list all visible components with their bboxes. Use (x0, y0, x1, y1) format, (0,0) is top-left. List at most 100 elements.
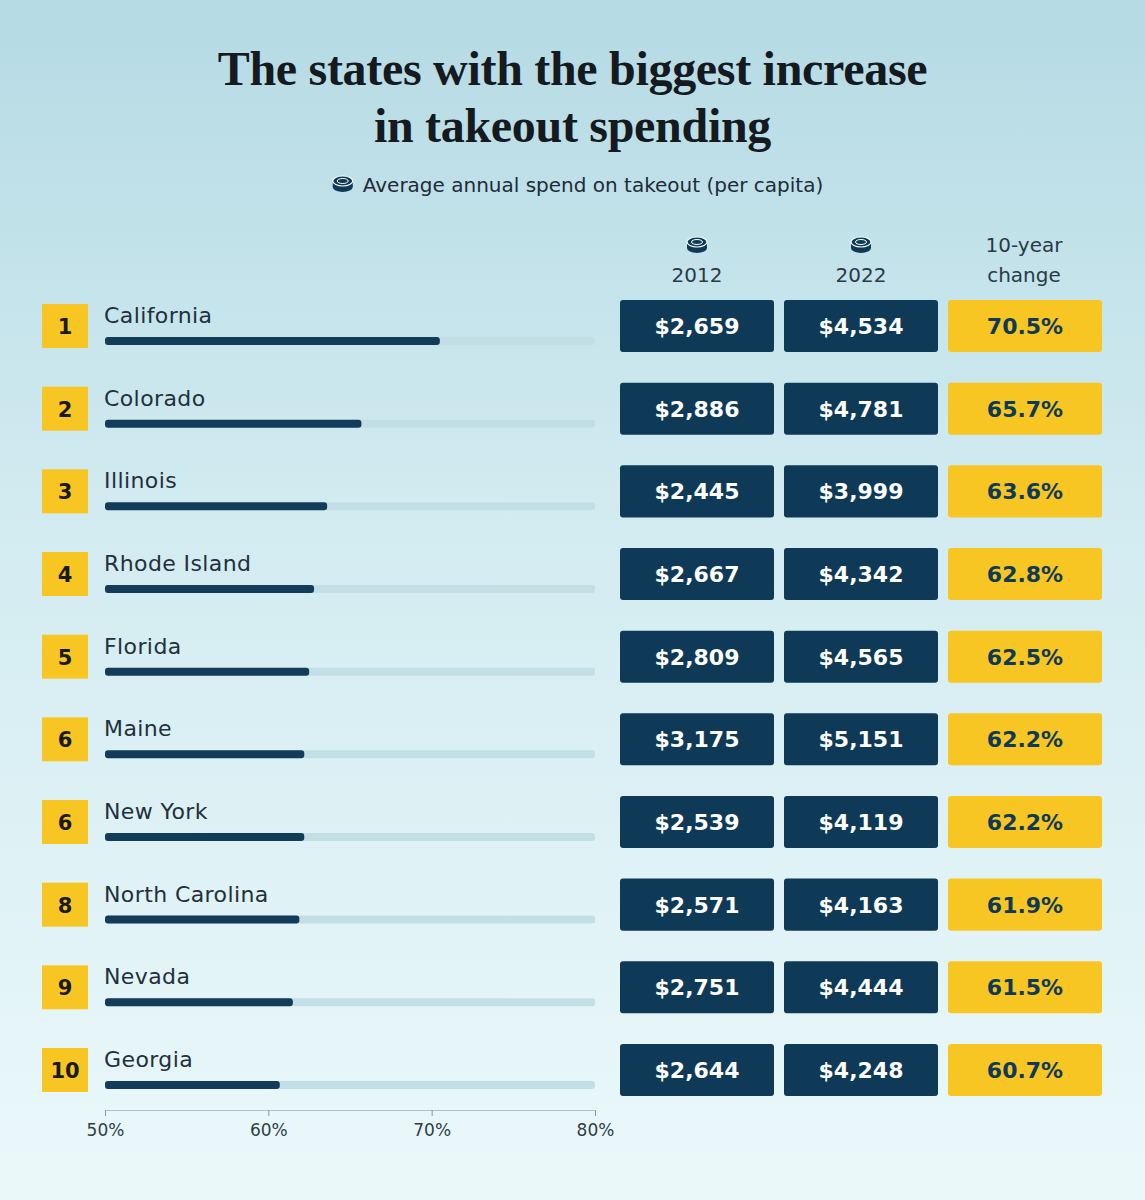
data-label: 70.5% (987, 314, 1063, 339)
column-header: 2012 (672, 263, 723, 287)
bar-track (105, 337, 595, 345)
rank-label: 2 (58, 398, 73, 422)
cell-text: $4,248 (819, 1058, 904, 1083)
bar (105, 420, 361, 428)
tick-label: 80% (577, 1120, 615, 1140)
tick: 60% (250, 1110, 288, 1140)
coin-part (333, 176, 353, 186)
change-cell (948, 713, 1102, 765)
cell-text: $2,667 (655, 562, 740, 587)
cell-text: $5,151 (819, 727, 904, 752)
rank-label: 4 (58, 563, 73, 587)
bar (105, 585, 314, 593)
page: The states with the biggest increase in … (0, 0, 1145, 1200)
cell-text: $4,781 (819, 397, 904, 422)
column-header: 2022 (836, 263, 887, 287)
data-label: 62.2% (987, 810, 1063, 835)
coin-part (337, 179, 348, 184)
rank-box (42, 800, 88, 844)
rank-label: 10 (50, 1059, 79, 1083)
rank-box (42, 469, 88, 513)
cell-text: $4,444 (819, 975, 904, 1000)
bar-track (105, 668, 595, 676)
coin-part (856, 240, 867, 245)
data-label: 61.9% (987, 893, 1063, 918)
data-label: 65.7% (987, 397, 1063, 422)
tick: 50% (87, 1110, 125, 1140)
rank-label: 5 (58, 646, 73, 670)
rank-box (42, 387, 88, 431)
tick-label: 60% (250, 1120, 288, 1140)
bar-track (105, 998, 595, 1006)
bar (105, 750, 304, 758)
tick-mark (105, 1110, 106, 1116)
bar (105, 337, 440, 345)
tick: 80% (577, 1110, 615, 1140)
rank-box (42, 965, 88, 1009)
tick-mark (268, 1110, 269, 1116)
cell (620, 465, 774, 517)
cell-text: $4,163 (819, 893, 904, 918)
cell-text: $2,659 (655, 314, 740, 339)
cell (620, 300, 774, 352)
coin-icon (687, 237, 707, 253)
rank-label: 8 (58, 894, 73, 918)
cell (784, 465, 938, 517)
cell-text: $3,175 (655, 727, 740, 752)
cell (784, 1044, 938, 1096)
ranks: 12345668910 (42, 304, 88, 1092)
change-cell (948, 961, 1102, 1013)
bar-track (105, 750, 595, 758)
x-axis: 50% 60% 70% 80% (87, 1110, 615, 1140)
category-label: New York (104, 799, 208, 824)
change-cell (948, 548, 1102, 600)
cell-text: $2,886 (655, 397, 740, 422)
change-cell (948, 300, 1102, 352)
bar (105, 998, 293, 1006)
coin-part (851, 237, 871, 247)
tick-label: 50% (87, 1120, 125, 1140)
category-label: Illinois (104, 468, 177, 493)
tick-label: 70% (413, 1120, 451, 1140)
bar (105, 668, 309, 676)
chart: Average annual spend on takeout (per cap… (0, 0, 1145, 1200)
rank-label: 9 (58, 976, 73, 1000)
cell (784, 713, 938, 765)
cell (784, 631, 938, 683)
cell (620, 879, 774, 931)
bar-track (105, 502, 595, 510)
subtitle-group: Average annual spend on takeout (per cap… (333, 173, 824, 197)
coin-part (687, 237, 707, 247)
change-cell (948, 879, 1102, 931)
cell (784, 300, 938, 352)
cell (620, 548, 774, 600)
cell-text: $4,342 (819, 562, 904, 587)
rank-label: 6 (58, 728, 73, 752)
cell-text: $4,119 (819, 810, 904, 835)
cell-text: $2,809 (655, 645, 740, 670)
rank-box (42, 552, 88, 596)
cell-text: $2,751 (655, 975, 740, 1000)
category-labels: CaliforniaColoradoIllinoisRhode IslandFl… (104, 303, 269, 1072)
cell (784, 383, 938, 435)
rank-box (42, 1048, 88, 1092)
tick-mark (595, 1110, 596, 1116)
cell (784, 961, 938, 1013)
change-cell (948, 383, 1102, 435)
change-cell (948, 796, 1102, 848)
data-label: 62.8% (987, 562, 1063, 587)
cell (620, 796, 774, 848)
bar (105, 1081, 280, 1089)
bar (105, 502, 327, 510)
coin-icon (333, 176, 353, 192)
data-label: 62.2% (987, 727, 1063, 752)
axis-line (106, 1111, 596, 1117)
bar (105, 916, 299, 924)
rank-label: 6 (58, 811, 73, 835)
change-cell (948, 1044, 1102, 1096)
cell (784, 796, 938, 848)
bar (105, 833, 304, 841)
column-header: 10-year change (959, 230, 1089, 290)
category-label: North Carolina (104, 882, 269, 907)
cell-text: $3,999 (819, 479, 904, 504)
